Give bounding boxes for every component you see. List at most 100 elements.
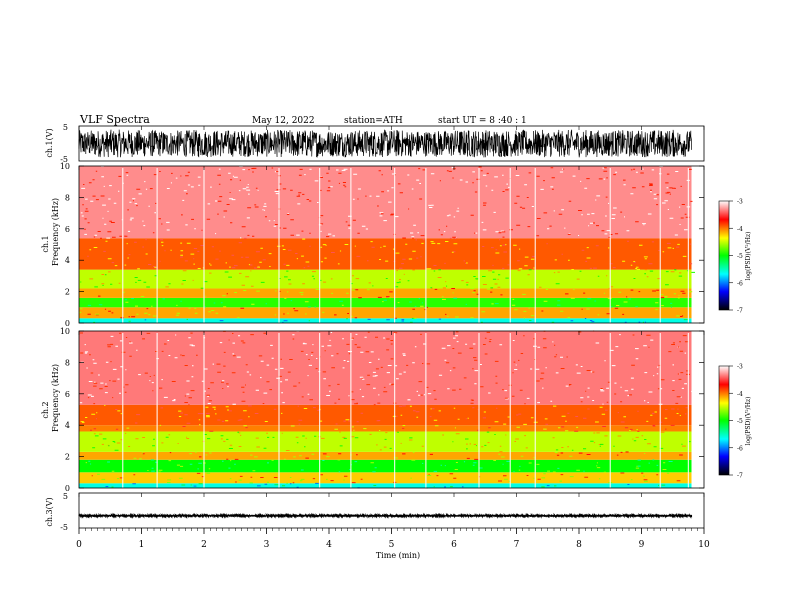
ch1-waveform-trace bbox=[78, 129, 692, 158]
ch2-band-4 bbox=[79, 431, 692, 452]
ch1-waveform-panel: 5 -5 ch.1(V) bbox=[45, 123, 705, 164]
ch1-cbar-tick-label-2: -5 bbox=[737, 253, 743, 260]
ch1-waveform-ylabel: ch.1(V) bbox=[45, 128, 54, 157]
ch1-freq-ticks: 0 2 4 6 8 10 bbox=[60, 162, 704, 328]
ch1-band-texture-hi-0 bbox=[93, 317, 688, 323]
ch1-band-texture-lo-4 bbox=[80, 269, 695, 289]
ch1-cbar-tick-label-0: -3 bbox=[737, 199, 743, 206]
time-tick-label-7: 7 bbox=[514, 540, 520, 550]
ch3-ytick-bottom: -5 bbox=[60, 523, 68, 532]
ch2-band-2 bbox=[79, 459, 692, 473]
ch2-freq-axis-label: Frequency (kHz) bbox=[51, 364, 60, 432]
time-axis-label: Time (min) bbox=[376, 551, 420, 560]
time-tick-label-8: 8 bbox=[576, 540, 582, 550]
ch1-band-4 bbox=[79, 269, 692, 289]
ch2-band-texture-hi-4 bbox=[93, 431, 686, 453]
start-time-label: start UT = 8 :40 : 1 bbox=[438, 116, 527, 126]
ch2-band-6 bbox=[79, 404, 692, 426]
ch1-ytick-label-0: 0 bbox=[65, 319, 70, 328]
ch1-band-texture-lo-6 bbox=[82, 166, 693, 239]
ch2-cbar-tick-label-1: -4 bbox=[737, 391, 743, 398]
ch1-freq-axis-label: Frequency (kHz) bbox=[51, 198, 60, 266]
ch1-waveform-line bbox=[78, 129, 692, 158]
figure-title: VLF Spectra bbox=[79, 113, 150, 126]
ch3-waveform-trace bbox=[78, 512, 693, 519]
ch2-cbar-tick-label-0: -3 bbox=[737, 364, 743, 371]
ch2-ytick-label-1: 2 bbox=[65, 453, 70, 462]
time-tick-label-4: 4 bbox=[326, 540, 332, 550]
ch2-band-texture-hi-3 bbox=[142, 451, 683, 460]
ch1-band-texture-lo-1 bbox=[79, 307, 680, 319]
ch1-cbar-tick-label-4: -7 bbox=[737, 308, 743, 315]
ch1-ytick-label-3: 6 bbox=[65, 225, 70, 234]
station-label: station=ATH bbox=[344, 116, 403, 126]
time-tick-label-0: 0 bbox=[76, 540, 82, 550]
ch2-cbar-tick-label-3: -6 bbox=[737, 445, 743, 452]
ch1-band-texture-lo-0 bbox=[144, 318, 646, 323]
ch2-band-5 bbox=[79, 425, 692, 432]
ch1-channel-label: ch.1 bbox=[41, 235, 50, 252]
ch1-band-texture-hi-4 bbox=[89, 269, 682, 289]
ch1-band-texture-lo-5 bbox=[89, 238, 687, 270]
ch1-spectrogram-image bbox=[79, 165, 695, 323]
time-tick-label-10: 10 bbox=[698, 540, 710, 550]
ch2-colorbar-label: log(PSD)(V²/Hz) bbox=[745, 397, 752, 446]
time-tick-label-9: 9 bbox=[639, 540, 645, 550]
ch2-band-3 bbox=[79, 451, 692, 460]
ch1-band-1 bbox=[79, 307, 692, 319]
ch2-spectrogram-image bbox=[79, 330, 695, 489]
ch2-band-7 bbox=[79, 331, 692, 405]
ch2-cbar-tick-label-2: -5 bbox=[737, 418, 743, 425]
ch2-band-texture-lo-2 bbox=[88, 459, 673, 473]
ch2-ytick-label-0: 0 bbox=[65, 484, 70, 493]
ch2-channel-label: ch.2 bbox=[41, 401, 50, 418]
time-tick-label-1: 1 bbox=[139, 540, 145, 550]
ch3-waveform-frame bbox=[78, 492, 705, 529]
ch2-band-texture-lo-6 bbox=[80, 404, 681, 426]
ch2-colorbar bbox=[718, 365, 730, 476]
ch1-ytick-label-4: 8 bbox=[65, 193, 70, 202]
date-label: May 12, 2022 bbox=[252, 116, 315, 126]
ch1-cbar-tick-label-3: -6 bbox=[737, 280, 743, 287]
ch3-waveform-panel: 5 -5 ch.3(V) bbox=[45, 492, 705, 532]
ch2-band-1 bbox=[79, 472, 692, 484]
ch2-band-0 bbox=[79, 483, 692, 488]
ch2-ytick-label-5: 10 bbox=[60, 327, 70, 336]
ch1-band-texture-hi-3 bbox=[98, 288, 686, 299]
time-tick-label-2: 2 bbox=[201, 540, 207, 550]
ch2-band-texture-lo-5 bbox=[126, 424, 638, 432]
ch2-cbar-tick-label-4: -7 bbox=[737, 473, 743, 480]
ch1-band-6 bbox=[79, 166, 692, 239]
ch1-band-2 bbox=[79, 297, 692, 308]
ch3-waveform-ylabel: ch.3(V) bbox=[45, 497, 54, 526]
ch1-band-0 bbox=[79, 318, 692, 323]
time-tick-label-6: 6 bbox=[451, 540, 457, 550]
ch1-band-texture-hi-1 bbox=[87, 306, 684, 319]
ch1-cbar-tick-label-1: -4 bbox=[737, 226, 743, 233]
ch1-colorbar-ticks: -3 -4 -5 -6 -7 bbox=[729, 199, 743, 315]
ch2-band-texture-hi-2 bbox=[85, 459, 667, 473]
ch2-ytick-label-4: 8 bbox=[65, 358, 70, 367]
ch2-ytick-label-2: 4 bbox=[65, 421, 70, 430]
ch2-colorbar-ticks: -3 -4 -5 -6 -7 bbox=[729, 364, 743, 480]
ch1-band-texture-hi-2 bbox=[125, 297, 680, 308]
ch2-band-texture-hi-5 bbox=[90, 424, 675, 432]
ch1-band-texture-lo-3 bbox=[122, 288, 693, 299]
time-tick-label-5: 5 bbox=[389, 540, 395, 550]
ch2-band-texture-lo-4 bbox=[92, 431, 691, 451]
ch1-ytick-label-1: 2 bbox=[65, 288, 70, 297]
time-tick-label-3: 3 bbox=[264, 540, 270, 550]
ch1-ytick-label-5: 10 bbox=[60, 162, 70, 171]
ch2-band-texture-lo-1 bbox=[97, 472, 670, 484]
ch1-band-texture-hi-5 bbox=[87, 237, 693, 269]
ch2-ytick-label-3: 6 bbox=[65, 390, 70, 399]
ch3-waveform-line bbox=[78, 512, 693, 519]
ch2-band-texture-hi-1 bbox=[91, 472, 681, 484]
ch1-colorbar bbox=[718, 200, 730, 311]
ch1-ytick-label-2: 4 bbox=[65, 256, 70, 265]
ch1-band-3 bbox=[79, 288, 692, 298]
ch1-band-5 bbox=[79, 238, 692, 270]
